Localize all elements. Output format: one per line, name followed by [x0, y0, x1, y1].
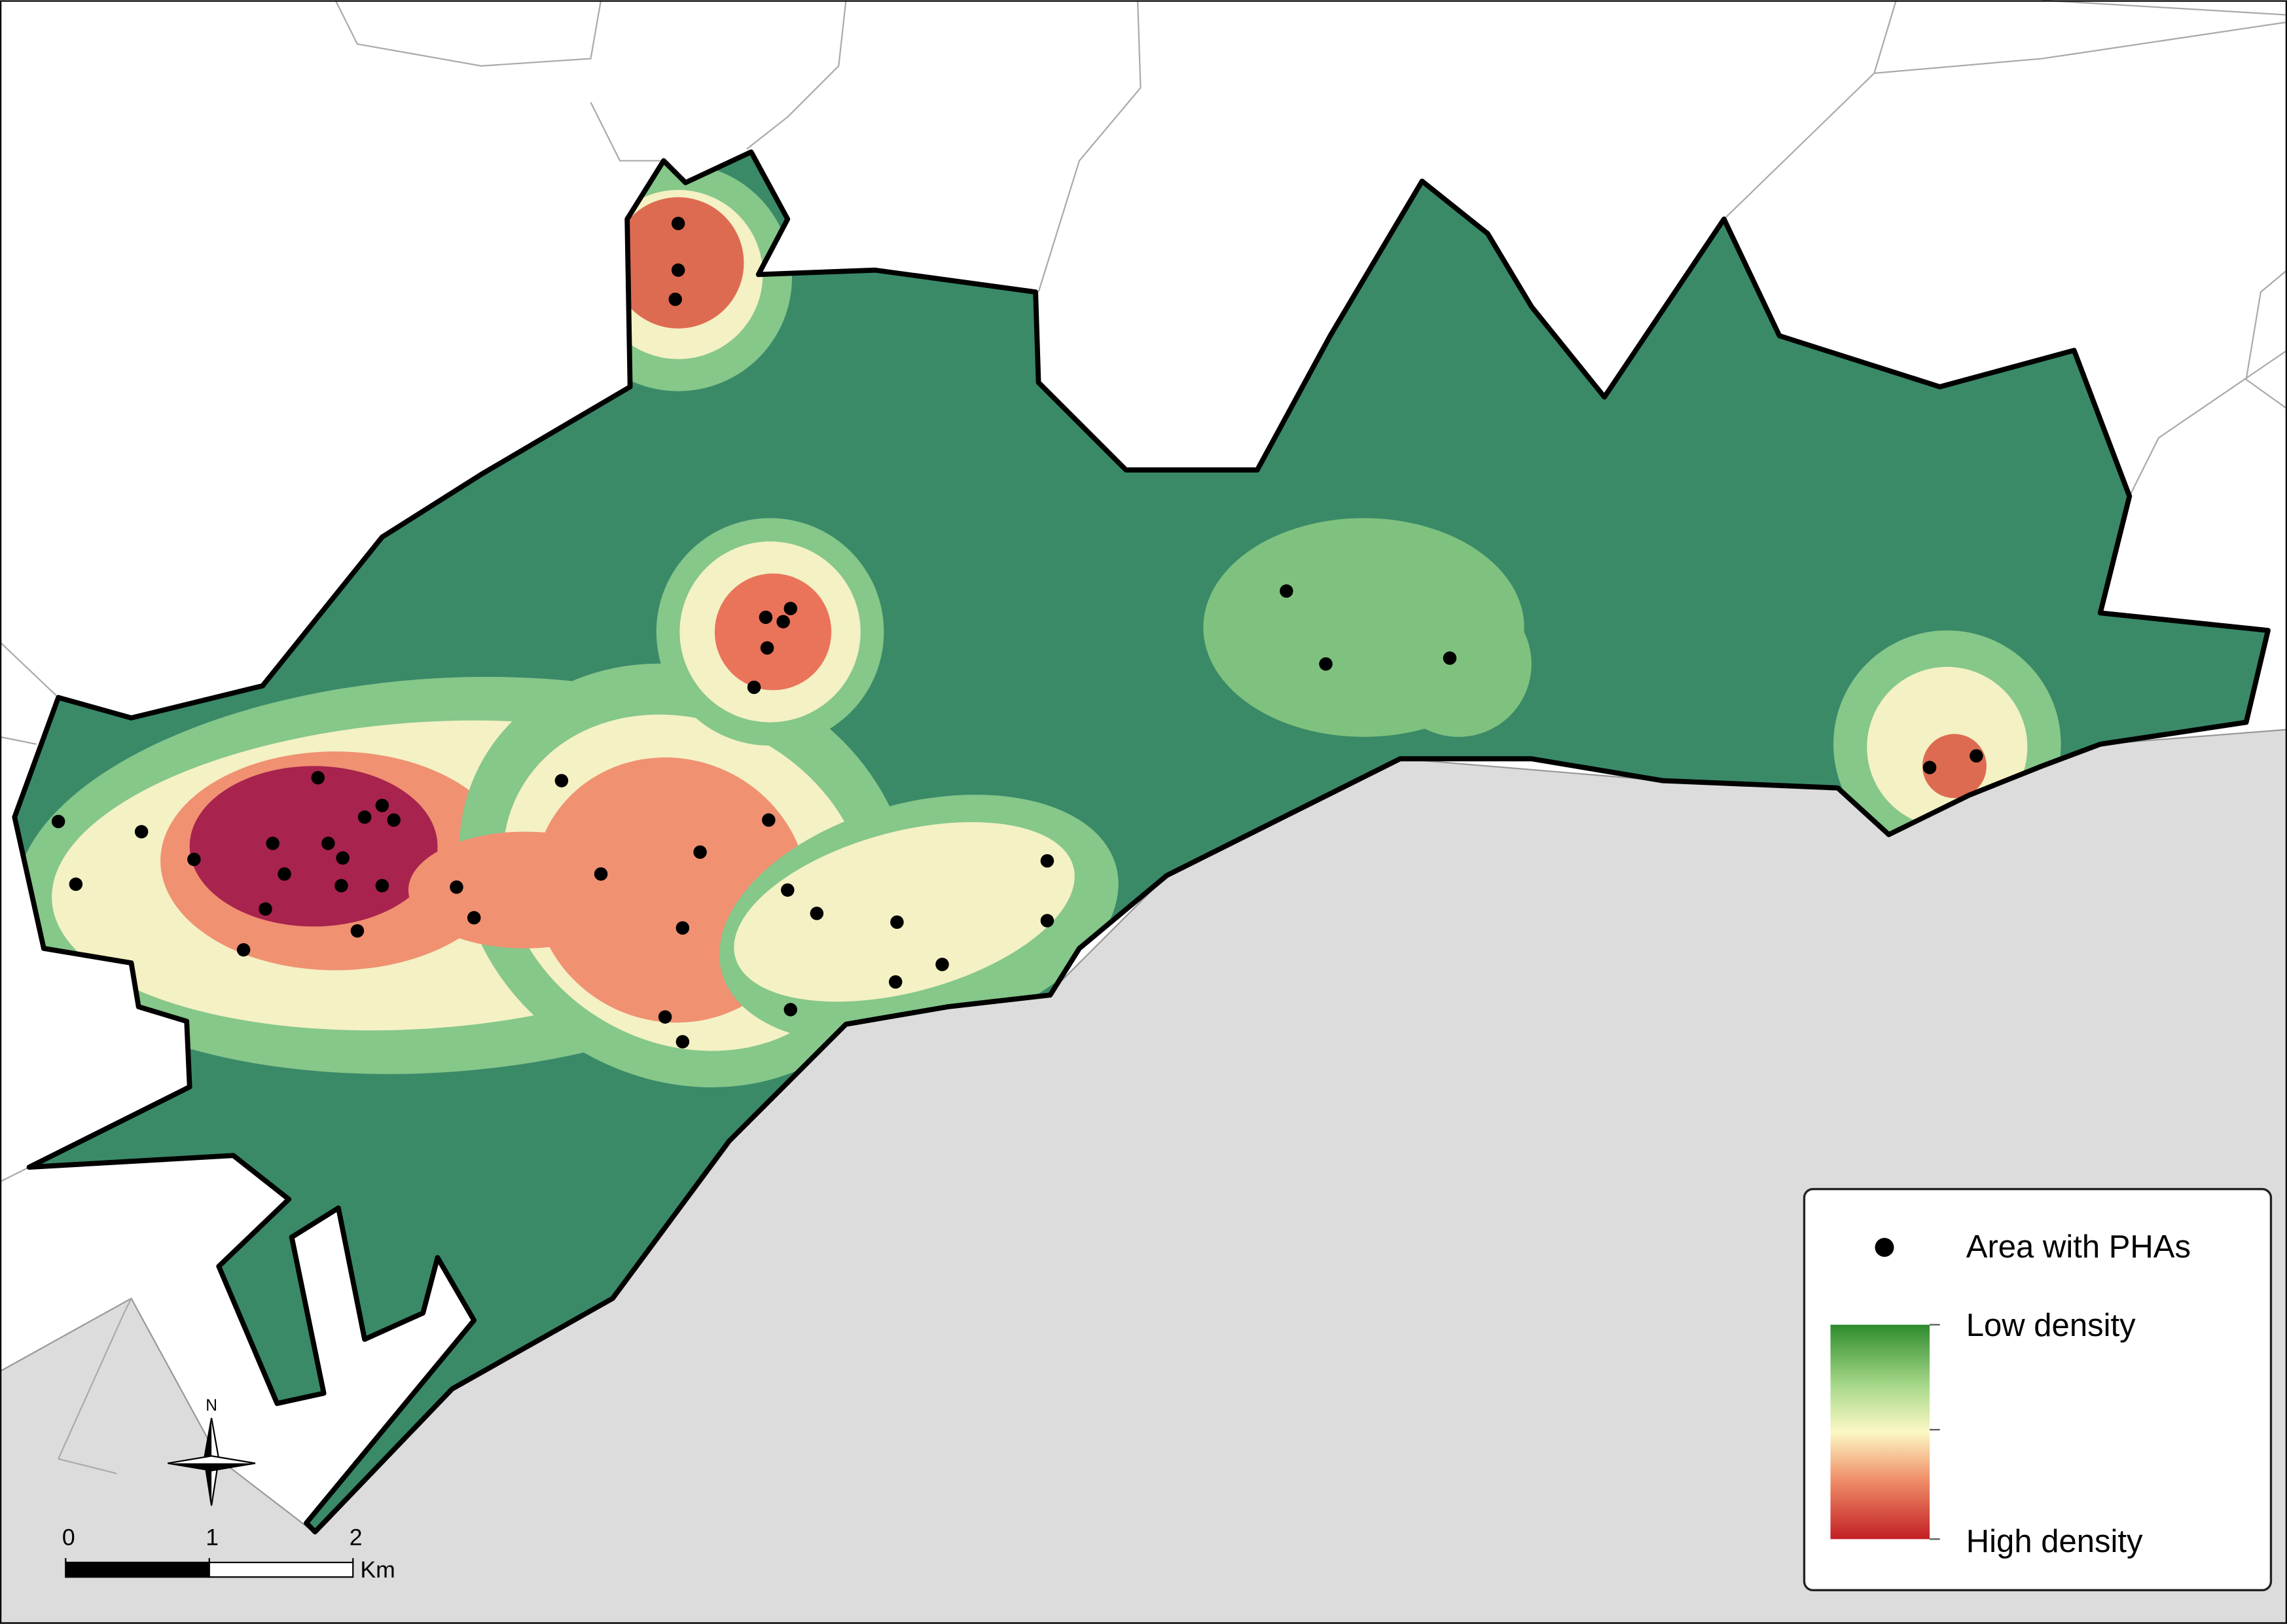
pha-point — [375, 799, 389, 812]
pha-point — [760, 641, 774, 655]
pha-point — [1040, 914, 1054, 928]
pha-point — [762, 813, 776, 827]
pha-point — [357, 810, 372, 824]
pha-point — [278, 867, 291, 881]
pha-point — [675, 1035, 690, 1049]
pha-point — [1443, 651, 1457, 665]
pha-point — [759, 610, 773, 624]
density-centre — [656, 518, 884, 746]
pha-points — [51, 217, 1983, 1049]
pha-point — [450, 880, 463, 894]
pha-point — [321, 837, 335, 850]
north-label: N — [206, 1397, 217, 1415]
pha-point — [935, 958, 949, 971]
pha-point — [810, 907, 824, 920]
pha-point — [467, 911, 481, 925]
pha-point — [1280, 584, 1293, 598]
pha-point — [51, 814, 65, 829]
legend-label: Low density — [1966, 1308, 2136, 1343]
pha-point — [747, 680, 761, 695]
pha-point — [668, 292, 682, 306]
pha-point — [594, 867, 608, 881]
pha-point — [781, 883, 795, 897]
pha-point — [783, 602, 797, 615]
pha-point — [1922, 761, 1937, 774]
pha-point — [350, 924, 365, 938]
pha-point — [693, 845, 707, 859]
pha-point — [783, 1003, 797, 1017]
legend-ramp — [1830, 1324, 1930, 1540]
density-west — [15, 663, 1119, 1088]
pha-point — [187, 852, 201, 867]
pha-point — [671, 263, 685, 277]
legend: Area with PHAs Low density High density — [1803, 1187, 2273, 1591]
pha-point — [554, 774, 569, 787]
pha-point — [334, 878, 348, 893]
pha-point — [675, 921, 690, 935]
pha-point — [134, 825, 149, 839]
pha-point — [375, 878, 389, 893]
legend-label: High density — [1966, 1524, 2143, 1559]
pha-point — [266, 837, 279, 850]
pha-point — [671, 217, 685, 230]
legend-label: Area with PHAs — [1966, 1229, 2191, 1265]
pha-point — [658, 1010, 672, 1024]
pha-point — [1040, 854, 1054, 868]
pha-point — [890, 915, 904, 929]
pha-point — [69, 877, 83, 892]
scale-label: 0 — [62, 1525, 75, 1551]
neighbour-borders — [0, 0, 2287, 1475]
scale-bar: 0 1 2 Km — [62, 1525, 395, 1583]
pha-point — [387, 813, 401, 827]
pha-point — [1319, 657, 1333, 671]
pha-point — [336, 851, 350, 865]
scale-unit: Km — [360, 1557, 395, 1583]
pha-point — [311, 770, 325, 785]
pha-point — [1970, 749, 1983, 763]
pha-point — [776, 615, 790, 628]
pha-point — [888, 975, 903, 989]
pha-point — [259, 902, 272, 916]
scale-label: 1 — [206, 1525, 219, 1551]
scale-label: 2 — [350, 1525, 363, 1551]
pha-point — [236, 943, 251, 957]
north-arrow: N — [168, 1397, 256, 1506]
legend-point-symbol — [1875, 1238, 1894, 1257]
